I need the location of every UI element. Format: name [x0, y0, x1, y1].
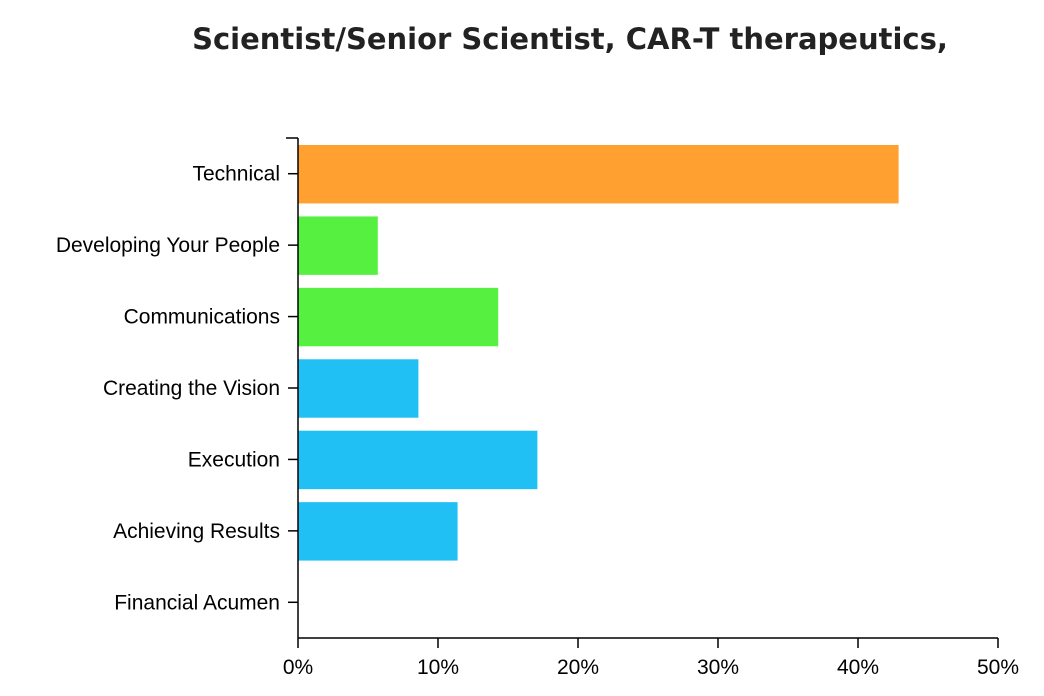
bar-developing-your-people [298, 216, 378, 275]
chart-title: Scientist/Senior Scientist, CAR-T therap… [192, 22, 948, 56]
x-tick-label: 10% [417, 656, 459, 679]
bar-creating-the-vision [298, 359, 419, 418]
x-tick-label: 30% [697, 656, 739, 679]
bar-technical [298, 145, 899, 204]
x-tick-label: 50% [977, 656, 1019, 679]
bars-group [298, 145, 899, 561]
y-tick-label: Technical [192, 163, 280, 186]
y-tick-label: Creating the Vision [103, 377, 280, 400]
y-tick-label: Achieving Results [113, 520, 280, 543]
x-tick-label: 20% [557, 656, 599, 679]
y-tick-label: Developing Your People [56, 234, 280, 257]
bar-achieving-results [298, 502, 458, 561]
y-tick-label: Execution [188, 448, 280, 471]
x-tick-label: 0% [283, 656, 313, 679]
y-tick-label: Financial Acumen [114, 591, 280, 614]
bar-communications [298, 287, 499, 347]
y-tick-label: Communications [124, 306, 280, 329]
axes-group: Technical Developing Your People Communica… [56, 137, 1019, 679]
x-tick-label: 40% [837, 656, 879, 679]
bar-execution [298, 430, 538, 490]
